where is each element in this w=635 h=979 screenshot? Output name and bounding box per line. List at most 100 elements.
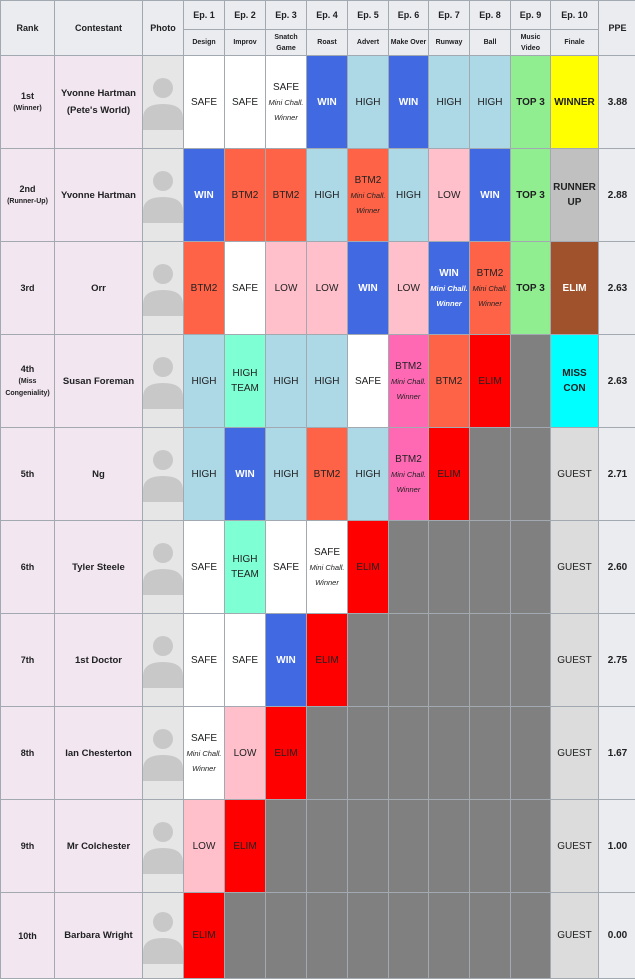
result-cell [348, 800, 389, 893]
episode-header[interactable]: Ep. 2 [225, 1, 266, 30]
episode-theme: Make Over [389, 30, 429, 56]
result-label: SAFE [314, 547, 340, 558]
episode-header[interactable]: Ep. 9 [511, 1, 551, 30]
rank-cell: 3rd [1, 242, 55, 335]
ppe-score: 1.67 [599, 707, 635, 800]
result-label: SAFE [191, 562, 217, 573]
result-cell: WIN [348, 242, 389, 335]
result-label: SAFE [232, 655, 258, 666]
result-cell [470, 800, 511, 893]
episode-theme: Snatch Game [266, 30, 307, 56]
avatar [143, 614, 184, 707]
person-placeholder-icon [143, 260, 183, 316]
result-label: SAFE [273, 82, 299, 93]
result-cell: BTM2 [307, 428, 348, 521]
contestant-name: Mr Colchester [55, 800, 143, 893]
rank-cell: 6th [1, 521, 55, 614]
result-label: GUEST [557, 469, 591, 480]
ppe-score: 1.00 [599, 800, 635, 893]
mini-challenge-note: Mini Chall. Winner [390, 467, 427, 497]
result-cell: WIN [307, 56, 348, 149]
result-label: TOP 3 [516, 97, 545, 108]
rank-cell: 9th [1, 800, 55, 893]
rank-header[interactable]: Rank [1, 1, 55, 56]
contestant-header[interactable]: Contestant [55, 1, 143, 56]
avatar [143, 56, 184, 149]
episode-theme: Music Video [511, 30, 551, 56]
rank-label: 4th [21, 364, 35, 374]
result-label: MISS CON [562, 368, 586, 394]
result-label: BTM2 [355, 175, 382, 186]
avatar [143, 149, 184, 242]
result-cell: HIGH [266, 335, 307, 428]
result-cell [389, 521, 429, 614]
result-cell [348, 707, 389, 800]
episode-theme: Advert [348, 30, 389, 56]
result-cell [429, 707, 470, 800]
result-label: ELIM [315, 655, 338, 666]
mini-challenge-note: Mini Chall. Winner [308, 560, 346, 590]
ppe-score: 0.00 [599, 893, 635, 979]
episode-header[interactable]: Ep. 4 [307, 1, 348, 30]
contestant-name: Yvonne Hartman (Pete's World) [55, 56, 143, 149]
episode-theme: Ball [470, 30, 511, 56]
mini-challenge-note: Mini Chall. Winner [185, 746, 223, 776]
result-label: BTM2 [395, 454, 422, 465]
episode-header[interactable]: Ep. 8 [470, 1, 511, 30]
mini-challenge-note: Mini Chall. Winner [349, 188, 387, 218]
result-label: HIGH [356, 97, 381, 108]
result-label: BTM2 [191, 283, 218, 294]
person-placeholder-icon [143, 725, 183, 781]
rank-cell: 8th [1, 707, 55, 800]
result-cell [429, 521, 470, 614]
episode-header[interactable]: Ep. 7 [429, 1, 470, 30]
result-label: HIGH [396, 190, 421, 201]
result-cell: ELIM [348, 521, 389, 614]
result-label: LOW [438, 190, 461, 201]
result-label: HIGH [315, 376, 340, 387]
result-label: SAFE [191, 733, 217, 744]
person-placeholder-icon [143, 908, 183, 964]
result-cell: SAFE [225, 242, 266, 335]
episode-header[interactable]: Ep. 5 [348, 1, 389, 30]
result-label: ELIM [192, 930, 215, 941]
contestant-name: 1st Doctor [55, 614, 143, 707]
mini-challenge-note: Mini Chall. Winner [267, 95, 305, 125]
episode-header[interactable]: Ep. 6 [389, 1, 429, 30]
result-cell [307, 800, 348, 893]
result-label: WIN [358, 283, 377, 294]
result-label: WIN [276, 655, 295, 666]
rank-label: 9th [21, 841, 35, 851]
result-cell: LOW [266, 242, 307, 335]
result-cell [389, 614, 429, 707]
ppe-score: 2.75 [599, 614, 635, 707]
episode-header[interactable]: Ep. 10 [551, 1, 599, 30]
ppe-header[interactable]: PPE [599, 1, 635, 56]
result-cell [429, 614, 470, 707]
result-cell: GUEST [551, 521, 599, 614]
result-cell: WIN [470, 149, 511, 242]
result-label: GUEST [557, 841, 591, 852]
result-label: GUEST [557, 748, 591, 759]
result-cell: ELIM [266, 707, 307, 800]
result-cell: SAFE [184, 56, 225, 149]
result-label: TOP 3 [516, 283, 545, 294]
result-cell: HIGH [470, 56, 511, 149]
result-cell [348, 614, 389, 707]
result-cell: SAFE [184, 521, 225, 614]
result-cell [511, 707, 551, 800]
episode-header[interactable]: Ep. 1 [184, 1, 225, 30]
result-cell [429, 800, 470, 893]
result-cell: HIGH TEAM [225, 335, 266, 428]
result-label: HIGH [192, 376, 217, 387]
episode-header[interactable]: Ep. 3 [266, 1, 307, 30]
table-row: 1st(Winner)Yvonne Hartman (Pete's World)… [1, 56, 635, 149]
result-label: BTM2 [314, 469, 341, 480]
result-cell: ELIM [184, 893, 225, 979]
result-label: WIN [235, 469, 254, 480]
